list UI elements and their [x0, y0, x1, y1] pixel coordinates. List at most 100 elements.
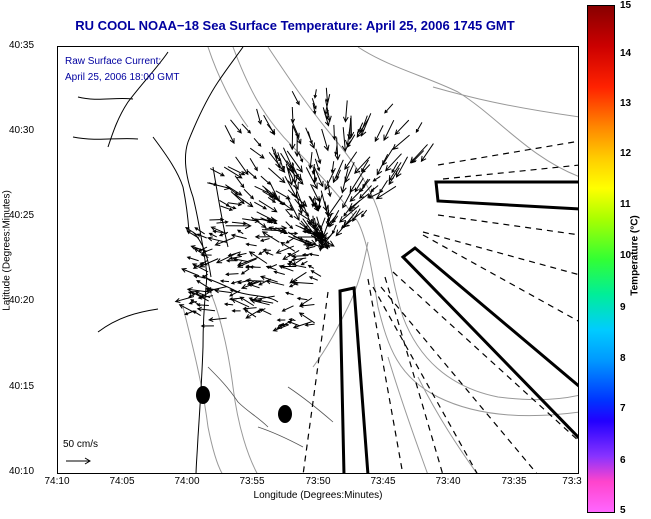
current-arrow	[181, 268, 200, 277]
current-arrow	[274, 148, 279, 160]
current-arrow	[292, 321, 312, 329]
current-arrow	[359, 185, 372, 200]
temperature-colorbar	[587, 5, 615, 513]
current-arrow	[256, 108, 263, 126]
current-arrow	[208, 317, 227, 323]
current-arrow	[332, 124, 337, 141]
current-arrow	[313, 89, 318, 99]
current-arrow	[281, 305, 294, 312]
x-tick-label: 73:45	[370, 476, 396, 487]
current-arrow	[225, 222, 252, 230]
current-arrow	[311, 198, 315, 208]
current-arrow	[324, 201, 329, 216]
current-arrow	[252, 295, 275, 302]
current-arrow	[265, 265, 277, 271]
current-arrow	[241, 123, 252, 134]
x-tick-label: 73:55	[239, 476, 265, 487]
current-arrow	[230, 298, 250, 308]
current-arrow	[370, 185, 379, 193]
current-arrow	[236, 252, 247, 257]
current-arrow	[262, 248, 271, 252]
current-arrow	[326, 180, 332, 198]
current-arrow	[291, 120, 300, 139]
current-arrow	[381, 147, 394, 167]
current-arrow	[356, 118, 369, 138]
current-arrow	[227, 185, 243, 196]
current-arrow	[313, 165, 324, 188]
current-arrow	[265, 279, 285, 286]
current-arrow	[298, 212, 316, 225]
current-arrow	[234, 175, 245, 189]
current-arrow	[282, 147, 294, 171]
current-arrow	[322, 107, 330, 127]
current-arrow	[216, 220, 229, 224]
current-arrow	[360, 113, 372, 137]
current-arrow	[330, 161, 335, 174]
y-tick-label: 40:25	[9, 210, 35, 221]
current-arrow	[302, 229, 312, 234]
current-arrow	[285, 237, 295, 244]
current-arrow	[291, 90, 300, 106]
current-arrow	[230, 191, 245, 205]
shallow-contours	[207, 366, 334, 448]
current-arrow	[236, 229, 244, 235]
current-arrow	[207, 287, 216, 291]
x-tick-label: 73:3	[562, 476, 582, 487]
current-arrow	[298, 312, 315, 324]
current-arrow	[188, 300, 197, 305]
current-arrow	[280, 264, 297, 269]
current-arrow	[239, 296, 255, 307]
y-tick-label: 40:10	[9, 466, 35, 477]
current-arrow	[305, 245, 316, 250]
current-arrow	[344, 121, 352, 147]
current-arrow	[395, 156, 409, 178]
current-arrow	[294, 135, 300, 158]
current-arrow	[344, 161, 355, 184]
current-arrow	[230, 119, 242, 134]
current-arrow	[191, 263, 209, 273]
current-arrow	[320, 190, 329, 212]
current-arrow	[186, 230, 200, 239]
colorbar-tick: 9	[620, 302, 626, 313]
current-arrow	[291, 253, 309, 259]
current-arrow	[420, 143, 434, 163]
current-arrow	[341, 127, 349, 153]
current-arrow	[199, 262, 208, 266]
current-arrow	[308, 252, 319, 257]
legend-line-1: Raw Surface Current:	[65, 56, 162, 67]
current-arrow	[285, 209, 294, 219]
current-arrow	[296, 296, 308, 301]
current-arrow	[300, 260, 308, 266]
y-axis-label: Latitude (Degrees:Minutes)	[1, 190, 13, 311]
current-arrow	[209, 217, 225, 222]
current-arrow	[334, 137, 341, 161]
colorbar-tick: 14	[620, 48, 632, 59]
current-arrow	[383, 119, 395, 142]
current-arrow	[208, 232, 217, 238]
current-arrow	[332, 215, 339, 224]
current-arrow	[214, 288, 232, 294]
current-arrow	[210, 226, 228, 235]
x-tick-label: 73:50	[305, 476, 331, 487]
current-arrow	[284, 176, 298, 199]
map-plot-area[interactable]: Raw Surface Current: April 25, 2006 18:0…	[57, 46, 579, 474]
current-arrow	[196, 233, 207, 239]
current-arrow	[286, 196, 300, 221]
current-arrow	[258, 200, 278, 213]
current-arrow	[329, 209, 340, 228]
current-arrow	[245, 308, 262, 319]
current-arrow	[297, 234, 321, 240]
bathymetry-contours	[182, 47, 578, 473]
current-arrow	[253, 137, 262, 147]
current-arrow	[259, 237, 270, 242]
current-arrow	[384, 153, 402, 172]
x-tick-label: 74:05	[109, 476, 135, 487]
current-arrow	[273, 270, 285, 276]
current-arrow	[192, 260, 208, 269]
colorbar-tick: 15	[620, 0, 632, 11]
current-arrow	[232, 257, 248, 263]
current-arrow	[302, 240, 322, 248]
current-arrow	[248, 251, 268, 264]
current-arrow	[249, 265, 261, 269]
current-arrow	[361, 159, 369, 173]
